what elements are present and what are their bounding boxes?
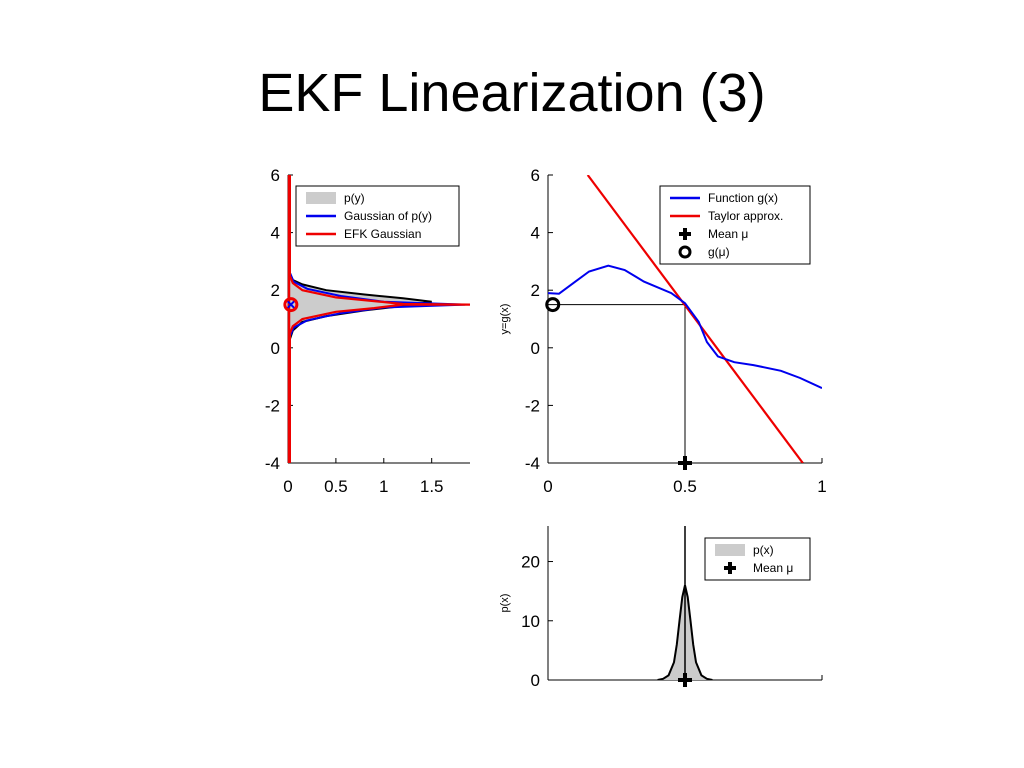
gx-y-tick-label: 4 [531, 224, 540, 243]
gx-y-tick-label: 6 [531, 166, 540, 185]
px-y-axis-label: p(x) [499, 594, 511, 613]
gx-x-tick-label: 1 [817, 477, 826, 496]
py-x-tick-label: 0 [283, 477, 292, 496]
py-y-tick-label: 4 [271, 224, 280, 243]
gx-taylor-line [586, 175, 804, 463]
py-y-tick-label: -2 [265, 396, 280, 415]
py-y-tick-label: 0 [271, 339, 280, 358]
px-y-tick-label: 0 [531, 671, 540, 690]
gx-legend-label: Mean μ [708, 227, 748, 241]
gx-series-group [548, 175, 822, 463]
px-legend-swatch [715, 544, 745, 556]
gx-x-tick-label: 0 [543, 477, 552, 496]
py-ekf-line [288, 175, 470, 463]
gx-g-mu-marker [545, 297, 561, 313]
px-legend-label: Mean μ [753, 561, 793, 575]
px-crop-mask [500, 697, 840, 768]
gx-x-tick-label: 0.5 [673, 477, 697, 496]
gx-function-line [548, 264, 822, 390]
py-y-tick-label: 2 [271, 281, 280, 300]
py-histogram-outline [288, 175, 432, 463]
py-x-tick-label: 0.5 [324, 477, 348, 496]
py-series-group [288, 175, 470, 463]
gx-legend-label: Taylor approx. [708, 209, 783, 223]
px-legend-label: p(x) [753, 543, 774, 557]
gx-legend-marker [678, 245, 692, 259]
px-y-tick-label: 10 [521, 612, 540, 631]
py-ekf-mean-marker [283, 297, 299, 313]
py-legend-label: EFK Gaussian [344, 227, 421, 241]
py-legend-label: Gaussian of p(y) [344, 209, 432, 223]
gx-y-tick-label: 0 [531, 339, 540, 358]
gx-y-axis-label: y=g(x) [499, 304, 511, 335]
py-y-tick-label: 6 [271, 166, 280, 185]
gx-legend-label: g(μ) [708, 245, 730, 259]
gx-y-tick-label: -4 [525, 454, 540, 473]
py-x-tick-label: 1.5 [420, 477, 444, 496]
py-y-tick-label: -4 [265, 454, 280, 473]
gx-y-tick-label: -2 [525, 396, 540, 415]
slide-title: EKF Linearization (3) [258, 63, 766, 123]
py-legend-swatch [306, 192, 336, 204]
px-series-group [657, 526, 713, 680]
py-legend-label: p(y) [344, 191, 365, 205]
px-y-tick-label: 20 [521, 553, 540, 572]
gx-legend-label: Function g(x) [708, 191, 778, 205]
gx-y-tick-label: 2 [531, 281, 540, 300]
py-x-tick-label: 1 [379, 477, 388, 496]
